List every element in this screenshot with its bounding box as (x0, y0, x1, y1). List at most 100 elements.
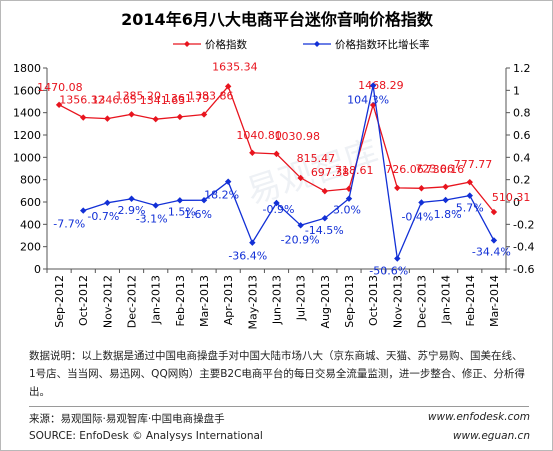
data-point (490, 237, 498, 244)
y-left-tick-label: 1800 (13, 62, 41, 75)
data-label: 1635.34 (212, 60, 258, 73)
data-point (200, 197, 208, 204)
y-left-tick-label: 1000 (13, 151, 41, 164)
y-left-tick-label: 1200 (13, 129, 41, 142)
data-point (152, 115, 159, 123)
y-left-tick-label: 200 (20, 241, 41, 254)
y-right-tick-label: 1.2 (513, 62, 531, 75)
source-en: SOURCE: EnfoDesk © Analysys Internationa… (29, 430, 263, 442)
data-label: 1.6% (184, 208, 212, 221)
data-label: 18.2% (204, 189, 239, 202)
data-point (442, 196, 449, 204)
data-label: 736.16 (426, 163, 465, 176)
data-point (466, 178, 473, 186)
data-point (273, 199, 280, 207)
data-label: 3.0% (333, 204, 361, 217)
data-label: 1470.08 (37, 81, 83, 94)
x-tick-label: Mar-2014 (488, 275, 501, 327)
x-tick-label: Oct-2013 (367, 275, 380, 326)
data-point (104, 115, 111, 122)
data-label: 1361.79 (164, 92, 210, 105)
x-tick-label: May-2013 (246, 275, 259, 330)
data-point (273, 150, 280, 158)
legend-marker (314, 41, 320, 47)
data-label: -0.9% (263, 203, 295, 216)
data-label: 815.47 (297, 152, 336, 165)
data-label: 1040.80 (236, 129, 282, 142)
data-label: -50.6% (369, 265, 408, 278)
data-label: 1468.29 (358, 79, 404, 92)
data-label: -34.4% (472, 245, 511, 258)
data-point (80, 114, 87, 121)
x-tick-label: Dec-2012 (126, 275, 139, 328)
series-line (83, 85, 495, 261)
data-point (224, 178, 232, 185)
data-label: -3.1% (136, 212, 168, 225)
y-right-tick-label: 0.6 (513, 129, 531, 142)
data-point (345, 195, 353, 202)
y-left-tick-label: 600 (20, 196, 41, 209)
x-tick-label: Jul-2013 (295, 275, 308, 321)
url-enfodesk: www.enfodesk.com (427, 411, 530, 423)
chart-title: 2014年6月八大电商平台迷你音响价格指数 (121, 10, 434, 29)
data-point (394, 255, 401, 262)
y-left-tick-label: 1400 (13, 107, 41, 120)
data-point (321, 187, 329, 195)
x-tick-label: Jan-2014 (440, 275, 453, 325)
y-right-tick-label: 0.4 (513, 151, 531, 164)
data-point (128, 111, 135, 118)
data-label: 1.8% (434, 208, 462, 221)
data-point (418, 199, 425, 206)
x-tick-label: Apr-2013 (222, 275, 235, 325)
data-label: -20.9% (281, 233, 320, 246)
data-point (55, 101, 63, 109)
data-point (80, 207, 87, 214)
x-tick-label: Aug-2013 (319, 275, 332, 328)
data-point (297, 222, 304, 229)
divider (29, 406, 529, 407)
data-label: 1.5% (168, 205, 196, 218)
x-tick-label: Mar-2013 (198, 275, 211, 327)
y-right-tick-label: 0 (513, 196, 520, 209)
data-label: 726.06 (385, 163, 424, 176)
data-label: 2.9% (118, 204, 146, 217)
line-chart: 2014年6月八大电商平台迷你音响价格指数 价格指数 价格指数环比增长率 易观智库… (13, 10, 534, 330)
source-cn: 来源：易观国际·易观智库·中国电商操盘手 (29, 413, 225, 425)
y-right-tick-label: -0.2 (513, 218, 534, 231)
data-label: 723.06 (415, 162, 454, 175)
data-point (442, 183, 449, 190)
data-label: 1356.32 (59, 94, 105, 107)
data-label: -0.4% (401, 210, 433, 223)
y-left-tick-label: 800 (20, 174, 41, 187)
x-tick-label: Feb-2013 (174, 275, 187, 326)
x-tick-label: Nov-2013 (391, 275, 404, 328)
url-eguan: www.eguan.cn (452, 430, 530, 442)
data-label: 1030.98 (275, 130, 321, 143)
y-right-tick-label: 1 (513, 84, 520, 97)
axes: 0 200 400 600 800 1000 1200 1400 1600 1800 -0.6 -0.… (13, 62, 534, 330)
data-label: 1346.65 (91, 94, 137, 107)
data-point (394, 184, 401, 192)
data-label: -14.5% (305, 224, 344, 237)
data-point (369, 101, 377, 109)
data-point (321, 214, 329, 222)
x-tick-label: Jun-2013 (271, 275, 284, 325)
data-label: 1383.86 (188, 89, 234, 102)
data-point (176, 197, 184, 204)
data-label: -36.4% (228, 250, 267, 263)
y-left-tick-label: 400 (20, 218, 41, 231)
data-label: -0.7% (87, 210, 119, 223)
data-point (249, 149, 256, 156)
data-point (200, 111, 208, 118)
data-point (104, 199, 111, 206)
x-tick-label: Oct-2012 (77, 275, 90, 326)
x-tick-label: Sep-2013 (343, 275, 356, 328)
data-label: 697.38 (311, 166, 350, 179)
x-tick-label: Sep-2012 (53, 275, 66, 328)
x-tick-label: Jan-2013 (150, 275, 163, 325)
data-label: 718.61 (335, 164, 374, 177)
data-point (490, 208, 498, 216)
data-label: 104.3% (347, 94, 389, 107)
plot-area: 1470.081356.321346.651385.201341.631361.… (37, 60, 530, 277)
